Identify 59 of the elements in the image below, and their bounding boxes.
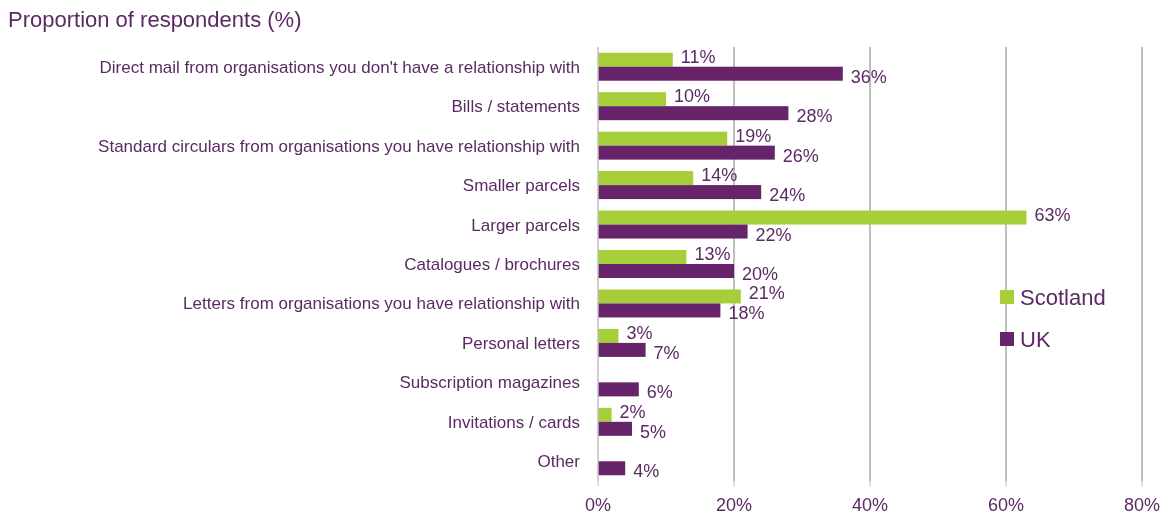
data-label: 7% [653, 342, 680, 363]
bar [598, 66, 843, 81]
bar [598, 171, 694, 186]
y-tick-label: Bills / statements [451, 97, 580, 117]
y-tick-label: Larger parcels [471, 215, 580, 235]
bar [598, 328, 619, 343]
bar [598, 461, 626, 476]
y-tick-label: Invitations / cards [447, 412, 580, 432]
data-label: 11% [680, 46, 716, 67]
data-label: 28% [796, 106, 833, 127]
bar [598, 145, 775, 160]
text: Proportion of respondents (%) [8, 7, 302, 32]
data-label: 5% [640, 421, 667, 442]
bar [598, 106, 789, 121]
data-label: 6% [646, 382, 673, 403]
legend-label: Scotland [1020, 285, 1106, 310]
x-tick-label: 20% [715, 495, 753, 515]
bar [598, 131, 728, 146]
y-tick-label: Letters from organisations you have relationship with [183, 294, 580, 314]
data-label: 36% [850, 66, 887, 87]
data-label: 19% [735, 125, 772, 146]
data-label: 21% [748, 283, 785, 304]
data-label: 20% [742, 264, 779, 284]
bar [598, 250, 687, 264]
bar [598, 92, 666, 107]
bar [598, 224, 748, 239]
data-label: 63% [1034, 204, 1071, 225]
y-tick-label: Catalogues / brochures [404, 255, 580, 274]
bar [598, 421, 632, 436]
y-tick-label: Other [537, 452, 581, 472]
x-tick-label: 60% [987, 495, 1025, 515]
bar [598, 342, 646, 357]
bar [598, 52, 673, 67]
data-label: 22% [755, 224, 792, 245]
y-tick-label: Smaller parcels [462, 176, 580, 196]
bar [598, 382, 639, 397]
data-label: 18% [728, 303, 765, 324]
bar [598, 407, 612, 422]
data-label: 13% [694, 244, 731, 264]
bar [598, 210, 1027, 225]
x-tick-label: 40% [851, 495, 889, 515]
legend-label: UK [1020, 327, 1051, 352]
data-label: 2% [619, 401, 646, 422]
data-label: 3% [626, 322, 653, 343]
data-label: 24% [769, 185, 806, 206]
bar [598, 289, 741, 304]
y-tick-label: Subscription magazines [399, 373, 580, 393]
bar [598, 303, 721, 318]
y-tick-label: Personal letters [461, 333, 580, 353]
y-tick-label: Standard circulars from organisations you have relationship with [98, 136, 580, 156]
x-tick-label: 0% [584, 495, 612, 515]
data-label: 4% [633, 461, 660, 482]
y-tick-label: Direct mail from organisations you don't have a relationship with [99, 57, 580, 77]
data-label: 14% [701, 165, 738, 186]
data-label: 26% [782, 145, 819, 166]
data-label: 10% [674, 86, 711, 107]
bar [598, 185, 762, 200]
bar [598, 264, 734, 278]
x-tick-label: 80% [1123, 495, 1161, 515]
